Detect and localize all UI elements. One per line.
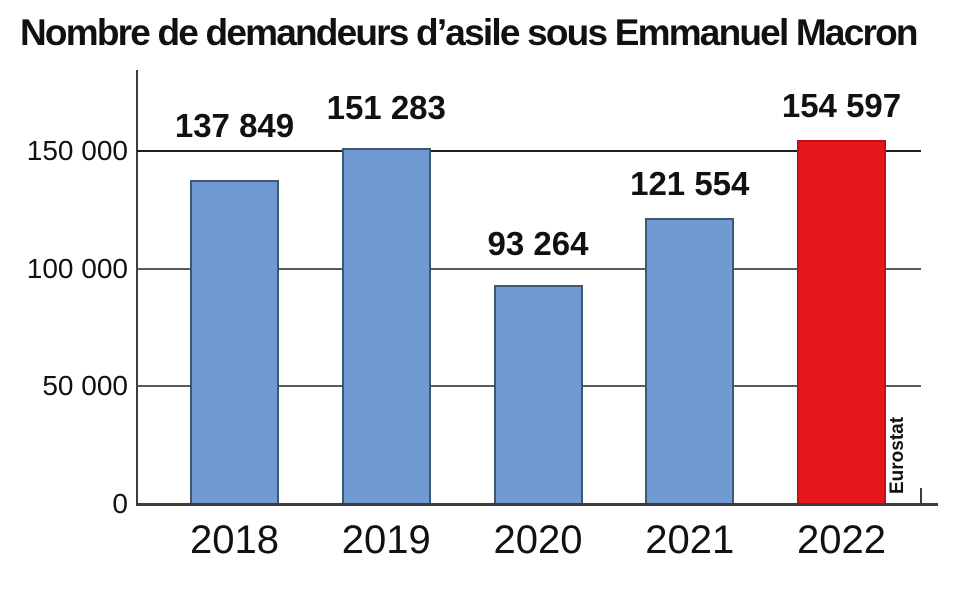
gridline-100000 <box>137 267 921 270</box>
y-tick-label: 100 000 <box>26 252 128 284</box>
x-tick-label-2019: 2019 <box>341 518 431 562</box>
x-tick-label-2022: 2022 <box>797 518 886 562</box>
bar-2018 <box>190 179 279 504</box>
bar-value-label-2021: 121 554 <box>630 164 750 202</box>
bar-2022 <box>797 140 886 504</box>
x-tick-label-2018: 2018 <box>190 518 279 562</box>
x-axis-end-tick <box>920 488 922 504</box>
bar-2019 <box>341 147 431 504</box>
gridline-150000 <box>137 150 921 152</box>
bar-value-label-2019: 151 283 <box>326 88 446 126</box>
bar-2021 <box>645 217 735 504</box>
bar-value-label-2020: 93 264 <box>487 224 589 262</box>
y-tick-label: 150 000 <box>26 135 128 166</box>
x-tick-label-2020: 2020 <box>493 518 583 562</box>
y-tick-label: 50 000 <box>42 370 128 402</box>
chart-title: Nombre de demandeurs d’asile sous Emmanu… <box>20 12 919 53</box>
y-tick-label: 0 <box>112 488 128 519</box>
x-tick-label-2021: 2021 <box>645 518 735 562</box>
x-axis-line <box>136 503 938 506</box>
bar-2020 <box>493 284 583 504</box>
bar-value-label-2022: 154 597 <box>781 87 902 125</box>
y-axis-line <box>136 70 138 506</box>
bar-value-label-2018: 137 849 <box>174 106 295 144</box>
source-label: Eurostat <box>887 416 908 494</box>
